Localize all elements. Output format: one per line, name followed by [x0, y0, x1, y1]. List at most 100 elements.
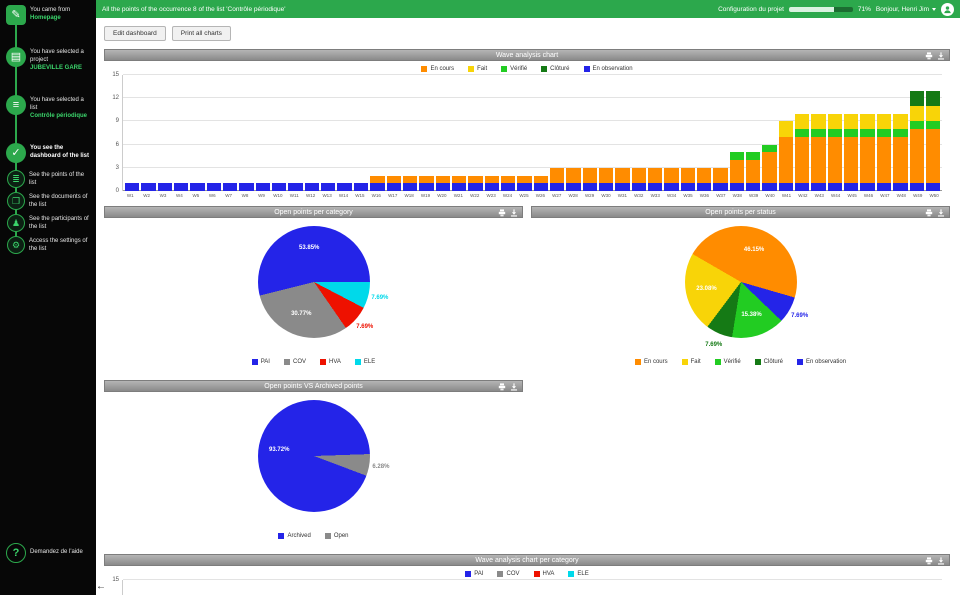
print-chart-icon[interactable]: [498, 209, 506, 217]
sidebar-item-homepage[interactable]: ✎ You came from Homepage: [6, 5, 94, 25]
greeting-text: Bonjour, Henri Jim: [875, 5, 929, 13]
download-chart-icon[interactable]: [937, 209, 945, 217]
sidebar-item-link[interactable]: Homepage: [30, 14, 61, 21]
download-chart-icon[interactable]: [510, 209, 518, 217]
legend-item[interactable]: Fait: [681, 359, 701, 365]
project-config-progressbar: [788, 6, 853, 12]
legend-item[interactable]: PAI: [251, 359, 270, 365]
legend-swatch: [421, 66, 428, 72]
help-button[interactable]: ? Demandez de l'aide: [6, 543, 94, 563]
sidebar-item-project[interactable]: ▤ You have selected a project JUBEVILLE …: [6, 47, 94, 72]
legend-item[interactable]: En cours: [421, 66, 454, 72]
gear-icon: ⚙: [7, 236, 25, 254]
y-tick-label: 6: [115, 141, 119, 148]
bar-segment: [174, 183, 189, 191]
legend-swatch: [283, 359, 290, 365]
bar-segment: [925, 183, 941, 191]
print-all-charts-button[interactable]: Print all charts: [171, 26, 231, 41]
download-chart-icon[interactable]: [510, 383, 518, 391]
pie: [257, 400, 370, 512]
avatar[interactable]: [941, 2, 954, 16]
bar-segment: [795, 136, 810, 184]
legend-item[interactable]: Vérifié: [714, 359, 741, 365]
legend-label: ELE: [363, 359, 376, 365]
legend-item[interactable]: En observation: [797, 359, 846, 365]
bar-chart-plot: [122, 579, 942, 595]
print-chart-icon[interactable]: [925, 209, 933, 217]
print-chart-icon[interactable]: [925, 557, 933, 565]
bar-segment: [484, 175, 499, 184]
legend-label: En observation: [806, 359, 847, 365]
bar-segment: [255, 183, 271, 191]
legend-label: Clôturé: [763, 359, 784, 365]
print-chart-icon[interactable]: [498, 383, 506, 391]
bar-W39: [746, 75, 761, 191]
bar-W33: [648, 75, 663, 191]
x-tick-label: W11: [289, 193, 299, 198]
legend-item[interactable]: En observation: [583, 66, 633, 72]
legend-item[interactable]: COV: [497, 571, 520, 577]
bar-segment: [533, 183, 548, 191]
legend-label: Clôturé: [550, 66, 570, 72]
legend-item[interactable]: Vérifié: [501, 66, 527, 72]
bar-segment: [680, 167, 696, 184]
bar-segment: [337, 183, 352, 191]
legend-swatch: [754, 359, 761, 365]
legend-item[interactable]: HVA: [320, 359, 341, 365]
bar-segment: [844, 183, 859, 191]
bar-segment: [582, 183, 597, 191]
bar-segment: [566, 167, 581, 184]
bar-segment: [844, 113, 859, 130]
bar-W37: [713, 75, 728, 191]
bar-segment: [827, 113, 843, 130]
bar-segment: [582, 167, 597, 184]
bar-segment: [664, 167, 679, 184]
bar-segment: [713, 183, 728, 191]
download-chart-icon[interactable]: [937, 557, 945, 565]
legend-item[interactable]: Open: [324, 533, 349, 539]
bar-segment: [909, 90, 924, 106]
edit-dashboard-button[interactable]: Edit dashboard: [104, 26, 166, 41]
bar-segment: [648, 167, 663, 184]
y-axis: 15: [106, 577, 122, 595]
sidebar-item-documents[interactable]: ❐ See the documents of the list: [6, 192, 94, 210]
sidebar-item-points[interactable]: ≣ See the points of the list: [6, 170, 94, 188]
x-tick-label: W35: [683, 193, 693, 198]
project-config-percent: 71%: [857, 5, 871, 13]
bar-segment: [925, 129, 941, 184]
panel-wave-analysis-chart: Wave analysis chart En cours Fait Vérifié C…: [104, 49, 950, 198]
x-tick-label: W46: [863, 193, 874, 198]
pie-slice-label: 53.85%: [299, 244, 320, 251]
legend-item[interactable]: ELE: [568, 571, 589, 577]
bar-segment: [811, 183, 826, 191]
help-icon: ?: [6, 543, 26, 563]
legend-item[interactable]: Archived: [278, 533, 311, 539]
legend-item[interactable]: Clôturé: [541, 66, 570, 72]
sidebar-item-dashboard[interactable]: ✓ You see the dashboard of the list: [6, 143, 94, 163]
legend-item[interactable]: En cours: [634, 359, 668, 365]
legend-item[interactable]: PAI: [465, 571, 483, 577]
legend-item[interactable]: Clôturé: [754, 359, 784, 365]
download-chart-icon[interactable]: [937, 52, 945, 60]
legend-item[interactable]: Fait: [468, 66, 487, 72]
sidebar-item-participants[interactable]: ♟ See the participants of the list: [6, 214, 94, 232]
legend-item[interactable]: HVA: [533, 571, 554, 577]
legend-item[interactable]: ELE: [354, 359, 376, 365]
bar-segment: [157, 183, 173, 191]
legend-item[interactable]: COV: [283, 359, 306, 365]
user-menu[interactable]: Bonjour, Henri Jim: [876, 6, 936, 13]
back-arrow[interactable]: ←: [96, 581, 106, 592]
sidebar-item-list[interactable]: ≡ You have selected a list Contrôle péri…: [6, 95, 94, 120]
sidebar-item-label: You came from: [30, 7, 71, 13]
bar-segment: [451, 183, 467, 191]
bar-segment: [925, 90, 941, 106]
bar-segment: [746, 183, 761, 191]
sidebar-item-settings[interactable]: ⚙ Access the settings of the list: [6, 236, 94, 254]
print-chart-icon[interactable]: [925, 52, 933, 60]
x-tick-label: W50: [929, 193, 939, 198]
bar-W16: [370, 75, 385, 191]
sidebar-item-link[interactable]: JUBEVILLE GARE: [30, 64, 83, 71]
legend-swatch: [634, 359, 641, 365]
gridline: [123, 97, 942, 99]
sidebar-item-link[interactable]: Contrôle périodique: [30, 112, 87, 119]
